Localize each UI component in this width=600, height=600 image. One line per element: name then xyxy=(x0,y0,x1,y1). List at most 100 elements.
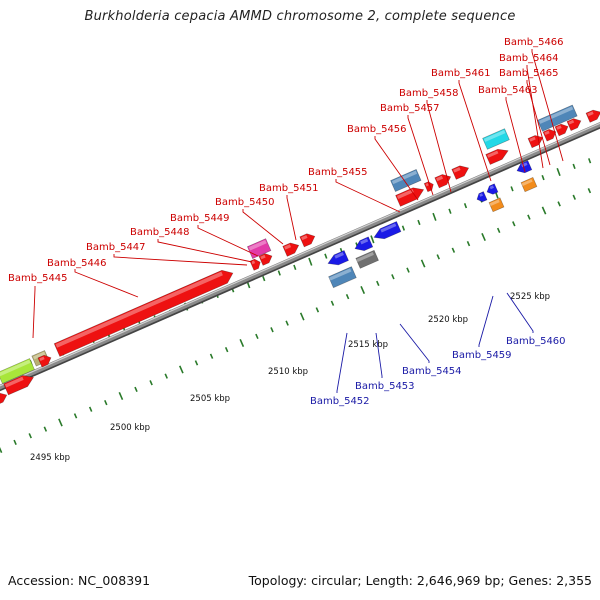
tick-label: 2500 kbp xyxy=(110,423,150,433)
tick-mark xyxy=(391,274,395,280)
tick-mark xyxy=(308,257,313,266)
leader-line xyxy=(426,100,452,193)
leader-line xyxy=(506,292,534,333)
gene-arrow xyxy=(566,118,582,132)
tick-mark xyxy=(436,254,440,260)
gene-label: Bamb_5449 xyxy=(170,213,230,224)
gene-block xyxy=(482,128,510,150)
tick-mark xyxy=(512,221,516,227)
map-title: Burkholderia cepacia AMMD chromosome 2, … xyxy=(84,9,516,24)
tick-mark xyxy=(134,386,138,392)
gene-arrow xyxy=(258,253,273,266)
gene-label: Bamb_5466 xyxy=(504,37,564,48)
tick-mark xyxy=(556,167,561,177)
gene-block xyxy=(520,177,538,193)
gene-arrow xyxy=(0,392,8,406)
leader-line xyxy=(242,209,284,245)
leader-line xyxy=(32,286,36,339)
gene-arrow xyxy=(37,354,52,368)
gene-label: Bamb_5463 xyxy=(478,85,538,96)
tick-label: 2515 kbp xyxy=(348,340,388,350)
tick-label: 2520 kbp xyxy=(428,315,468,325)
tick-mark xyxy=(401,225,406,231)
gene-arrow xyxy=(451,165,470,180)
gene-label: Bamb_5451 xyxy=(259,183,319,194)
tick-mark xyxy=(285,320,289,326)
gene-label: Bamb_5454 xyxy=(402,366,462,377)
tick-mark xyxy=(360,286,366,295)
tick-mark xyxy=(420,259,426,268)
gene-label: Bamb_5447 xyxy=(86,242,146,253)
tick-mark xyxy=(239,339,245,347)
leader-line xyxy=(526,80,551,166)
gene-arrow xyxy=(485,148,509,165)
gene-arrow xyxy=(585,109,600,123)
leader-line xyxy=(74,269,139,298)
leader-line xyxy=(335,179,401,213)
leader-line xyxy=(286,195,297,241)
tick-mark xyxy=(149,380,153,386)
leader-line xyxy=(531,49,564,162)
gene-arrow xyxy=(249,258,261,271)
gene-arrow xyxy=(516,160,533,174)
tick-mark xyxy=(88,406,93,412)
tick-mark xyxy=(0,447,3,453)
tick-mark xyxy=(448,208,452,214)
gene-label: Bamb_5453 xyxy=(355,381,415,392)
tick-mark xyxy=(324,253,328,259)
gene-block xyxy=(488,197,505,213)
tick-mark xyxy=(572,194,576,200)
gene-label: Bamb_5464 xyxy=(499,53,559,64)
gene-arrow xyxy=(373,221,402,240)
tick-mark xyxy=(194,360,199,366)
gene-label: Bamb_5446 xyxy=(47,258,107,269)
tick-mark xyxy=(315,307,320,313)
tick-mark xyxy=(164,373,168,379)
tick-mark xyxy=(432,212,437,221)
tick-mark xyxy=(73,413,78,419)
tick-mark xyxy=(557,201,561,207)
tick-mark xyxy=(417,219,421,226)
tick-mark xyxy=(588,158,592,164)
tick-mark xyxy=(209,353,214,359)
gene-label: Bamb_5458 xyxy=(399,88,459,99)
leader-line xyxy=(336,332,348,393)
tick-mark xyxy=(28,433,32,439)
tick-label: 2525 kbp xyxy=(510,292,550,302)
gene-arrow xyxy=(327,250,349,266)
label-leader-lines xyxy=(32,49,564,393)
tick-label: 2510 kbp xyxy=(268,367,308,377)
gene-arrow xyxy=(282,242,300,257)
leader-line xyxy=(458,80,492,182)
tick-mark xyxy=(370,235,375,244)
tick-mark xyxy=(262,275,266,282)
tick-mark xyxy=(255,333,259,340)
tick-mark xyxy=(104,400,108,406)
gene-arrow xyxy=(486,183,499,195)
tick-mark xyxy=(43,426,48,432)
gene-label: Bamb_5452 xyxy=(310,396,370,407)
gene-arrow xyxy=(527,135,544,149)
leader-line xyxy=(505,97,526,173)
tick-mark xyxy=(510,186,514,192)
tick-mark xyxy=(572,163,576,169)
tick-mark xyxy=(481,233,486,242)
tick-mark xyxy=(496,227,501,234)
tick-mark xyxy=(541,174,545,181)
gene-layer xyxy=(0,104,600,406)
tick-mark xyxy=(463,203,468,209)
tick-label: 2505 kbp xyxy=(190,394,230,404)
gene-block xyxy=(537,104,578,132)
tick-mark xyxy=(376,280,380,287)
gene-block xyxy=(328,266,357,289)
tick-mark xyxy=(541,206,547,215)
gene-arrow xyxy=(434,174,452,189)
gene-label: Bamb_5459 xyxy=(452,350,512,361)
tick-mark xyxy=(299,312,305,321)
gene-block xyxy=(390,168,422,192)
leader-line xyxy=(526,65,544,169)
tick-mark xyxy=(13,439,17,445)
gene-arrow xyxy=(3,375,34,396)
tick-mark xyxy=(224,347,229,353)
